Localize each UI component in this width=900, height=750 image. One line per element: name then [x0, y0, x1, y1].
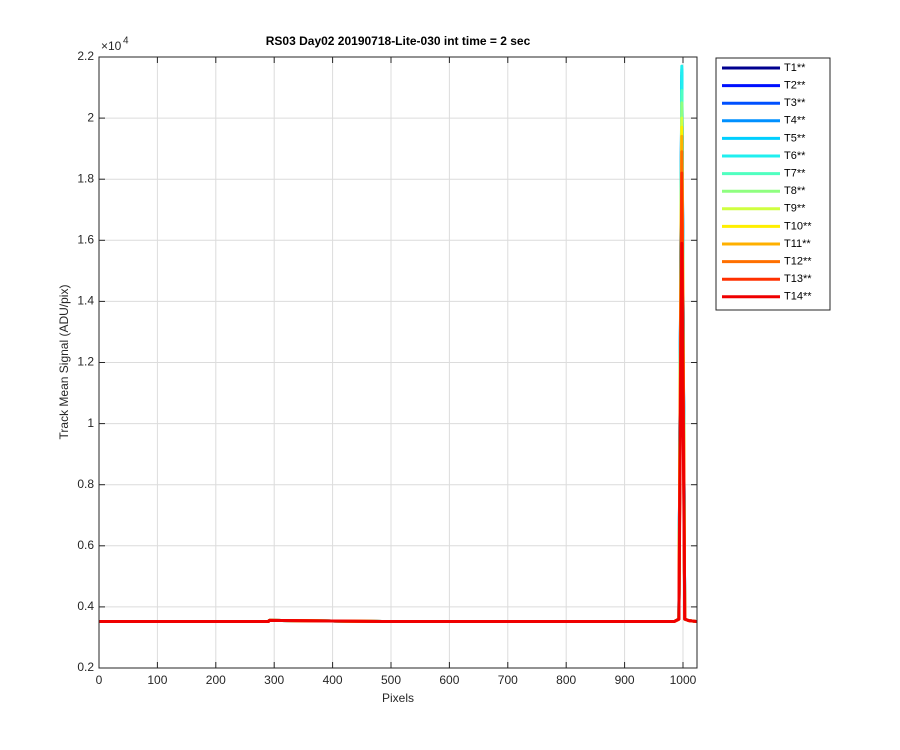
x-tick-label: 700	[498, 673, 518, 687]
x-tick-label: 800	[556, 673, 576, 687]
y-tick-label: 1	[87, 416, 94, 430]
legend-label: T7**	[784, 168, 806, 180]
legend-label: T8**	[784, 185, 806, 197]
y-multiplier: ×10	[101, 39, 122, 53]
legend-label: T4**	[784, 115, 806, 127]
y-tick-label: 0.2	[77, 660, 94, 674]
x-tick-label: 0	[96, 673, 103, 687]
y-tick-label: 1.2	[77, 355, 94, 369]
y-tick-label: 2.2	[77, 49, 94, 63]
legend-label: T5**	[784, 132, 806, 144]
legend-label: T13**	[784, 273, 812, 285]
y-tick-label: 0.8	[77, 477, 94, 491]
y-tick-label: 0.4	[77, 599, 94, 613]
x-tick-label: 300	[264, 673, 284, 687]
legend-label: T6**	[784, 150, 806, 162]
legend-label: T9**	[784, 203, 806, 215]
legend-label: T10**	[784, 220, 812, 232]
legend: T1** T2** T3** T4** T5** T6** T7** T8** T9** T10*…	[722, 62, 812, 303]
x-tick-label: 100	[147, 673, 167, 687]
legend-label: T11**	[784, 238, 811, 250]
y-tick-label: 1.6	[77, 232, 94, 246]
x-axis-label: Pixels	[382, 691, 414, 705]
y-multiplier-exponent: 4	[123, 36, 129, 47]
legend-label: T14**	[784, 291, 812, 303]
y-tick-label: 1.8	[77, 171, 94, 185]
x-tick-label: 1000	[670, 673, 697, 687]
x-tick-label: 900	[615, 673, 635, 687]
legend-label: T12**	[784, 256, 812, 268]
legend-label: T3**	[784, 97, 806, 109]
chart-title: RS03 Day02 20190718-Lite-030 int time = …	[266, 34, 531, 48]
ticks: 0 100 200 300 400 500 600 700 800 900 1000 0.2 0.4 0.…	[77, 49, 697, 687]
y-tick-label: 1.4	[77, 294, 94, 308]
x-tick-label: 600	[439, 673, 459, 687]
y-tick-label: 2	[87, 110, 94, 124]
x-tick-label: 400	[323, 673, 343, 687]
x-tick-label: 500	[381, 673, 401, 687]
legend-label: T2**	[784, 80, 806, 92]
y-axis-label: Track Mean Signal (ADU/pix)	[57, 285, 71, 440]
y-tick-label: 0.6	[77, 538, 94, 552]
legend-label: T1**	[784, 62, 806, 74]
legend-box	[715, 57, 831, 311]
series-line	[99, 241, 698, 624]
x-tick-label: 200	[206, 673, 226, 687]
lines	[99, 64, 698, 624]
